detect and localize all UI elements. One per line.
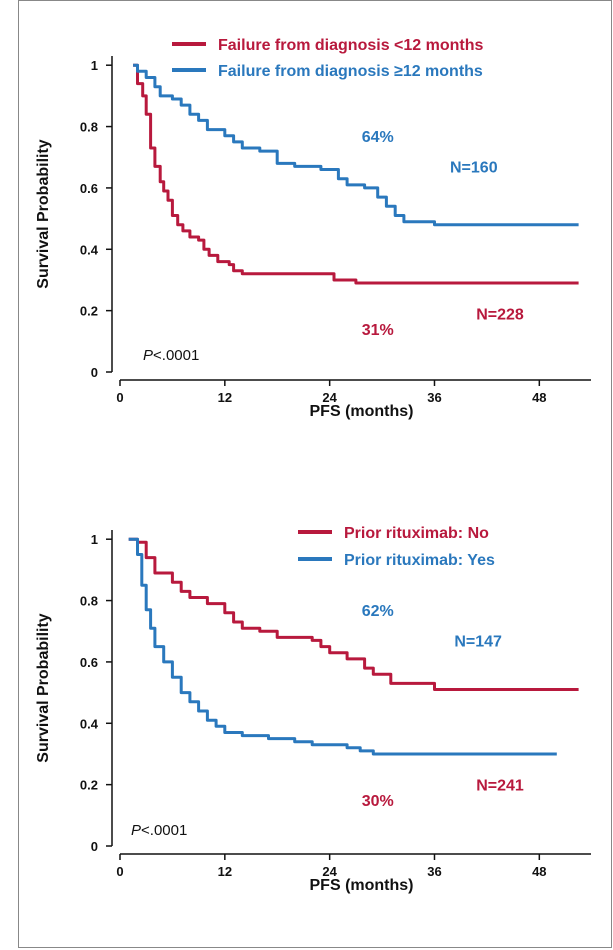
y-tick-label: 0 <box>91 365 98 380</box>
y-tick-label: 0 <box>91 839 98 854</box>
x-tick-label: 0 <box>116 390 123 405</box>
figure-frame <box>18 0 612 948</box>
x-axis-label: PFS (months) <box>310 877 414 894</box>
annotation-2: 31% <box>362 322 394 339</box>
series-line-0 <box>133 63 579 285</box>
series-line-1 <box>133 63 579 227</box>
annotation-1: N=160 <box>450 159 498 176</box>
y-tick-label: 0.4 <box>80 242 99 257</box>
x-axis-label: PFS (months) <box>310 403 414 420</box>
y-tick-label: 0.2 <box>80 778 98 793</box>
p-value-text: <.0001 <box>141 822 187 839</box>
p-value-label: P<.0001 <box>143 347 199 364</box>
y-tick-label: 1 <box>91 532 98 547</box>
km-chart-top: 0 0.2 0.4 0.6 0.8 1 0 12 24 36 48 PFS (months) Survi… <box>35 37 591 420</box>
y-tick-label: 0.6 <box>80 655 98 670</box>
x-tick-label: 36 <box>427 390 441 405</box>
p-value-symbol: P <box>131 822 141 839</box>
annotation-1: N=147 <box>454 633 502 650</box>
x-tick-label: 48 <box>532 864 546 879</box>
legend-label-0: Prior rituximab: No <box>344 525 489 542</box>
km-chart-bottom: 0 0.2 0.4 0.6 0.8 1 0 12 24 36 48 PFS (months) Survi… <box>35 525 591 894</box>
annotation-2: 30% <box>362 793 394 810</box>
annotation-0: 64% <box>362 129 394 146</box>
series-line-1 <box>128 537 557 756</box>
y-axis-label: Survival Probability <box>35 613 52 762</box>
x-tick-label: 36 <box>427 864 441 879</box>
annotation-0: 62% <box>362 603 394 620</box>
y-tick-label: 1 <box>91 58 98 73</box>
p-value-text: <.0001 <box>153 347 199 364</box>
x-tick-label: 24 <box>322 864 337 879</box>
y-tick-label: 0.2 <box>80 304 98 319</box>
x-tick-label: 0 <box>116 864 123 879</box>
y-tick-label: 0.8 <box>80 594 98 609</box>
legend-label-1: Failure from diagnosis ≥12 months <box>218 63 483 80</box>
annotation-3: N=241 <box>476 778 524 795</box>
p-value-label: P<.0001 <box>131 822 187 839</box>
p-value-symbol: P <box>143 347 153 364</box>
x-tick-label: 12 <box>218 864 232 879</box>
y-tick-label: 0.8 <box>80 120 98 135</box>
x-tick-label: 48 <box>532 390 546 405</box>
x-tick-label: 24 <box>322 390 337 405</box>
series-line-0 <box>128 537 579 691</box>
y-tick-label: 0.6 <box>80 181 98 196</box>
x-tick-label: 12 <box>218 390 232 405</box>
annotation-3: N=228 <box>476 307 524 324</box>
y-tick-label: 0.4 <box>80 716 99 731</box>
legend-label-1: Prior rituximab: Yes <box>344 552 495 569</box>
y-axis-label: Survival Probability <box>35 139 52 288</box>
legend-label-0: Failure from diagnosis <12 months <box>218 37 483 54</box>
